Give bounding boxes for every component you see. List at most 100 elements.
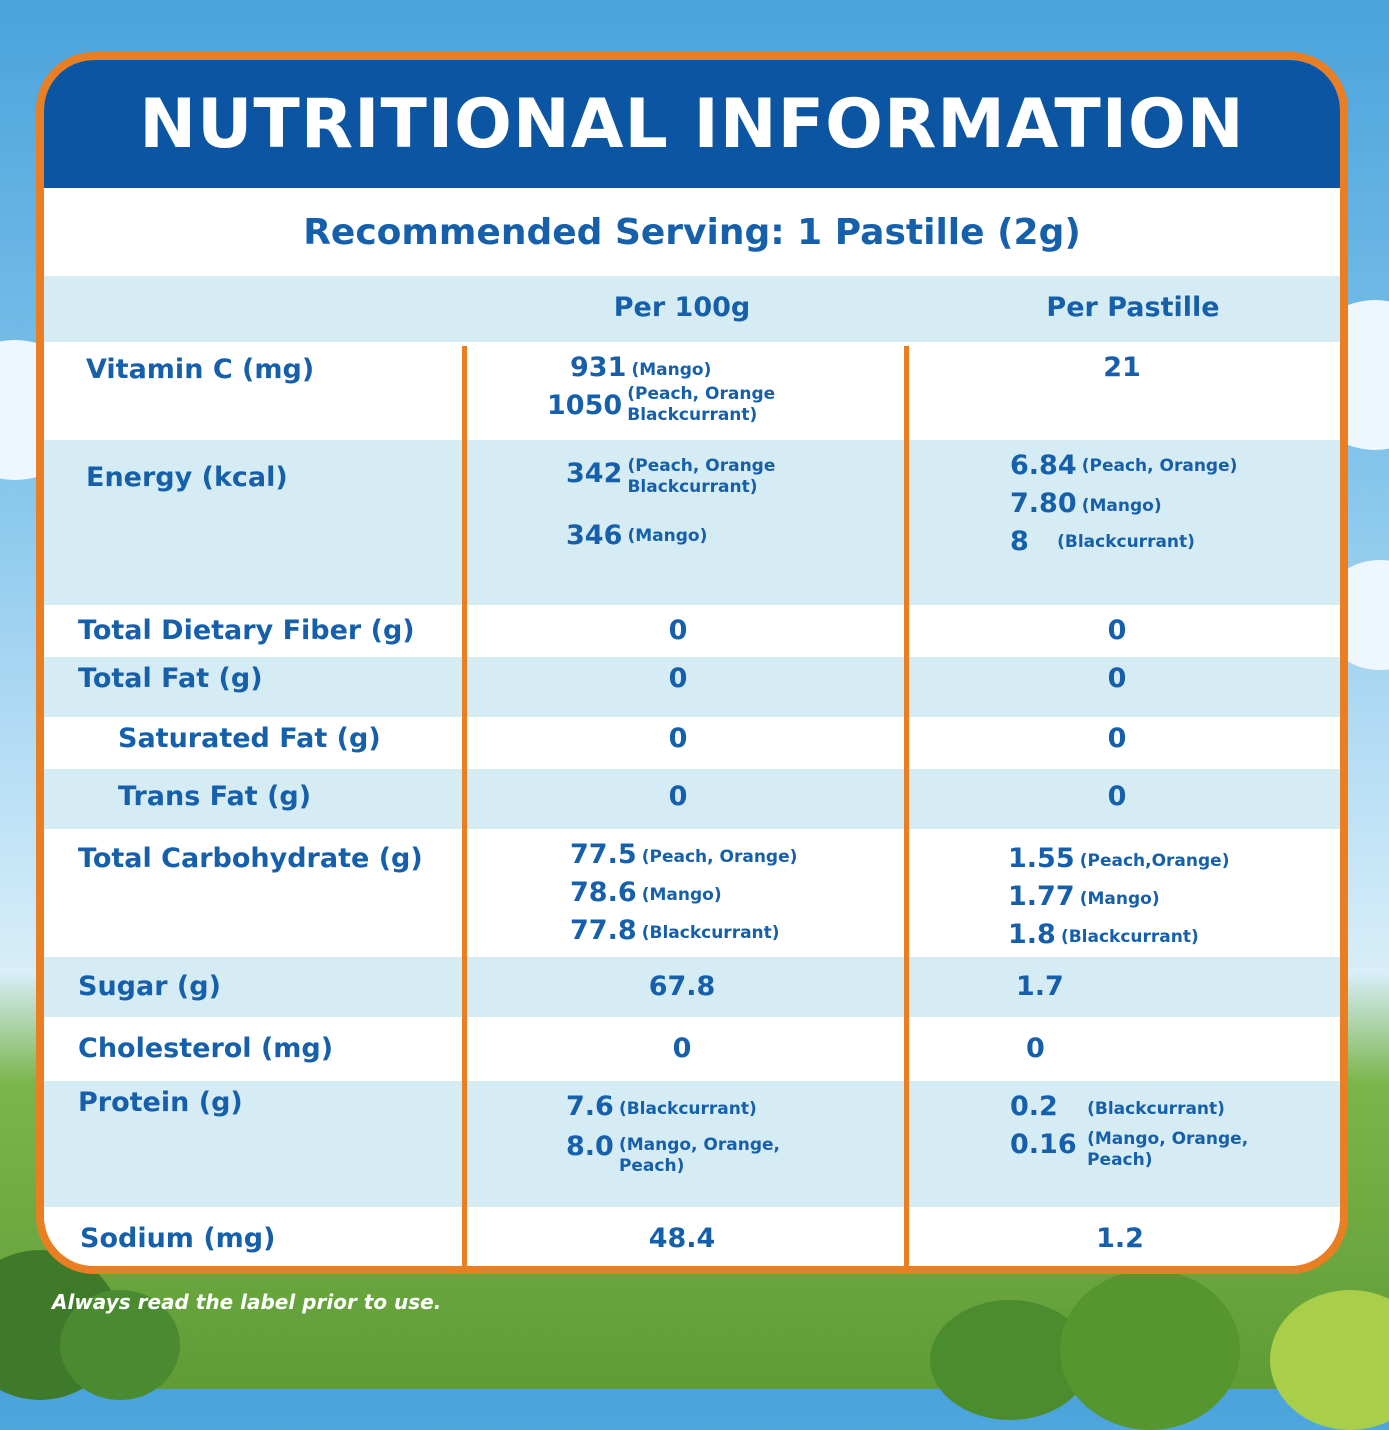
value-line: 0.16 (Mango, Orange, Peach) [1010, 1129, 1248, 1171]
table-row-total-carbohydrate: Total Carbohydrate (g) 77.5 (Peach, Oran… [44, 829, 1340, 957]
table-row-dietary-fiber: Total Dietary Fiber (g) 0 0 [44, 605, 1340, 657]
bush-right-3 [1270, 1290, 1389, 1430]
table-row-sodium: Sodium (mg) 48.4 1.2 [44, 1207, 1340, 1266]
value-note: (Peach, Orange Blackcurrant) [627, 456, 776, 497]
value-note: (Blackcurrant) [618, 1099, 757, 1119]
value: 0 [668, 663, 688, 694]
value: 78.6 [570, 877, 637, 908]
table-row-protein: Protein (g) 7.6 (Blackcurrant) 8.0 (Mang… [44, 1081, 1340, 1207]
value: 21 [1103, 352, 1141, 383]
value: 77.5 [570, 839, 637, 870]
value-note: (Peach, Orange Blackcurrant) [627, 384, 776, 425]
value: 77.8 [570, 915, 637, 946]
value-line: 8.0 (Mango, Orange, Peach) [566, 1131, 780, 1177]
value: 0 [1107, 723, 1127, 754]
value: 0 [1026, 1033, 1045, 1064]
value-line: 77.8 (Blackcurrant) [570, 915, 780, 946]
table-row-total-fat: Total Fat (g) 0 0 [44, 657, 1340, 717]
value-line: 8 (Blackcurrant) [1010, 526, 1195, 557]
value-note: (Mango) [631, 360, 712, 380]
value: 8.0 [566, 1131, 614, 1162]
value-note: (Mango) [1079, 889, 1160, 909]
row-label: Protein (g) [78, 1087, 243, 1118]
column-header-per-pastille: Per Pastille [1046, 292, 1220, 323]
value: 931 [570, 352, 627, 383]
value-line: 7.80 (Mango) [1010, 488, 1162, 519]
value-note: (Peach, Orange) [1081, 456, 1238, 476]
value-line: 342 (Peach, Orange Blackcurrant) [566, 456, 776, 498]
row-label: Total Dietary Fiber (g) [78, 615, 415, 646]
row-label: Cholesterol (mg) [78, 1033, 334, 1064]
row-label: Sodium (mg) [80, 1223, 276, 1254]
table-row-saturated-fat: Saturated Fat (g) 0 0 [44, 717, 1340, 769]
row-label: Total Fat (g) [78, 663, 263, 694]
value: 1050 [547, 390, 623, 421]
value-line: 77.5 (Peach, Orange) [570, 839, 797, 870]
value: 0 [668, 723, 688, 754]
row-label: Vitamin C (mg) [86, 354, 315, 385]
value: 6.84 [1010, 450, 1077, 481]
value-line: 0.2 (Blackcurrant) [1010, 1091, 1225, 1122]
value: 67.8 [648, 971, 716, 1002]
bush-left-2 [60, 1290, 180, 1400]
column-divider-right [904, 346, 909, 1266]
value: 1.2 [1096, 1223, 1144, 1254]
row-label: Total Carbohydrate (g) [78, 843, 423, 874]
column-divider-left [462, 346, 467, 1266]
value-line: 346 (Mango) [566, 520, 707, 551]
value: 7.6 [566, 1091, 614, 1122]
column-header-per-100g: Per 100g [613, 292, 751, 323]
value: 0.2 [1010, 1091, 1058, 1122]
table-row-sugar: Sugar (g) 67.8 1.7 [44, 957, 1340, 1017]
value: 48.4 [648, 1223, 716, 1254]
value-line: 1.55 (Peach,Orange) [1008, 843, 1229, 874]
value-note: (Mango, Orange, Peach) [1087, 1129, 1249, 1170]
table-row-energy: Energy (kcal) 342 (Peach, Orange Blackcu… [44, 440, 1340, 605]
value-line: 78.6 (Mango) [570, 877, 722, 908]
table-row-cholesterol: Cholesterol (mg) 0 0 [44, 1017, 1340, 1081]
column-header-row: Per 100g Per Pastille [44, 276, 1340, 342]
table-row-trans-fat: Trans Fat (g) 0 0 [44, 769, 1340, 829]
value-note: (Blackcurrant) [1060, 927, 1199, 947]
value: 342 [566, 458, 623, 489]
value-line: 6.84 (Peach, Orange) [1010, 450, 1237, 481]
value: 0 [1107, 663, 1127, 694]
value: 0.16 [1010, 1129, 1077, 1160]
value-note: (Peach, Orange) [641, 847, 798, 867]
value: 0 [1107, 615, 1127, 646]
row-label: Saturated Fat (g) [118, 723, 381, 754]
row-label: Trans Fat (g) [118, 781, 312, 812]
value-note: (Blackcurrant) [1057, 532, 1195, 552]
value-note: (Peach,Orange) [1079, 851, 1230, 871]
value-note: (Mango) [1081, 496, 1162, 516]
value-note: (Blackcurrant) [1087, 1099, 1225, 1119]
nutrition-table: NUTRITIONAL INFORMATION Recommended Serv… [44, 60, 1340, 1266]
value: 346 [566, 520, 623, 551]
value-line: 1.8 (Blackcurrant) [1008, 919, 1199, 950]
value: 0 [1107, 781, 1127, 812]
value-line: 7.6 (Blackcurrant) [566, 1091, 757, 1122]
value-line: 1.77 (Mango) [1008, 881, 1160, 912]
value-note: (Mango) [627, 526, 708, 546]
value-note: (Mango) [641, 885, 722, 905]
value: 7.80 [1010, 488, 1077, 519]
page-title: NUTRITIONAL INFORMATION [139, 84, 1245, 164]
title-bar: NUTRITIONAL INFORMATION [44, 60, 1340, 188]
serving-size: Recommended Serving: 1 Pastille (2g) [303, 211, 1081, 253]
value-line: 931 (Mango) [570, 352, 711, 383]
row-label: Sugar (g) [78, 971, 221, 1002]
value: 8 [1010, 526, 1029, 557]
value: 1.55 [1008, 843, 1075, 874]
table-row-vitamin-c: Vitamin C (mg) 931 (Mango) 1050 (Peach, … [44, 342, 1340, 440]
value-note: (Blackcurrant) [641, 923, 780, 943]
disclaimer-text: Always read the label prior to use. [52, 1290, 442, 1314]
value: 1.7 [1016, 971, 1064, 1002]
value-note: (Mango, Orange, Peach) [618, 1135, 780, 1176]
value: 0 [668, 781, 688, 812]
value: 0 [672, 1033, 692, 1064]
nutrition-card: NUTRITIONAL INFORMATION Recommended Serv… [36, 52, 1348, 1274]
value: 1.77 [1008, 881, 1075, 912]
row-label: Energy (kcal) [86, 462, 288, 493]
value: 1.8 [1008, 919, 1056, 950]
value: 0 [668, 615, 688, 646]
